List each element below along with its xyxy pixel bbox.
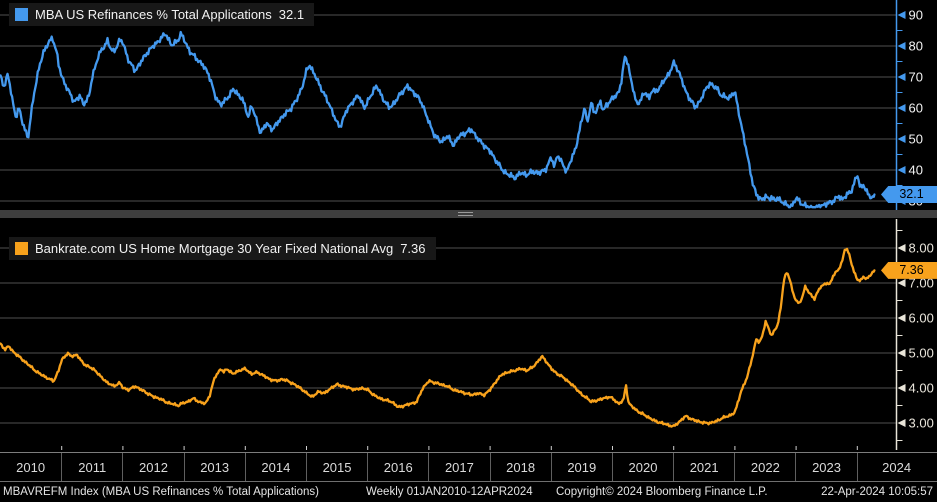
y-tick-label: 6.00	[909, 311, 934, 326]
panel-divider[interactable]	[0, 210, 937, 218]
panel-divider-handle-icon[interactable]	[458, 212, 473, 216]
last-value-badge-refi: 32.1	[881, 185, 937, 203]
series-line-bottom[interactable]	[0, 247, 876, 428]
year-label-2020: 2020	[611, 453, 673, 481]
year-label-2014: 2014	[244, 453, 306, 481]
year-label-2015: 2015	[305, 453, 367, 481]
year-label-2012: 2012	[122, 453, 183, 481]
panel-top: 90807060504030	[0, 0, 923, 210]
major-tick-arrow-icon	[897, 314, 906, 322]
year-label-2021: 2021	[673, 453, 734, 481]
y-tick-label: 5.00	[909, 346, 934, 361]
year-label-2022: 2022	[734, 453, 795, 481]
legend-refi-value: 32.1	[278, 7, 305, 22]
refi-series-swatch	[15, 8, 28, 21]
major-tick-arrow-icon	[897, 166, 906, 174]
legend-mortgage-label: Bankrate.com US Home Mortgage 30 Year Fi…	[35, 241, 394, 256]
major-tick-arrow-icon	[897, 42, 906, 50]
y-tick-label: 4.00	[909, 381, 934, 396]
status-timestamp: 22-Apr-2024 10:05:57	[821, 486, 933, 498]
major-tick-arrow-icon	[897, 384, 906, 392]
year-label-2023: 2023	[795, 453, 856, 481]
y-tick-label: 50	[909, 132, 923, 147]
major-tick-arrow-icon	[897, 104, 906, 112]
year-label-2024: 2024	[856, 453, 936, 481]
status-copyright: Copyright© 2024 Bloomberg Finance L.P.	[556, 486, 768, 498]
y-tick-label: 70	[909, 70, 923, 85]
y-tick-label: 60	[909, 101, 923, 116]
y-tick-label: 90	[909, 8, 923, 23]
year-label-2018: 2018	[489, 453, 551, 481]
year-label-2017: 2017	[428, 453, 489, 481]
major-tick-arrow-icon	[897, 73, 906, 81]
y-tick-label: 40	[909, 163, 923, 178]
year-label-2013: 2013	[183, 453, 245, 481]
year-label-2010: 2010	[16, 459, 46, 475]
y-tick-label: 80	[909, 39, 923, 54]
status-bar: MBAVREFM Index (MBA US Refinances % Tota…	[0, 481, 937, 502]
major-tick-arrow-icon	[897, 11, 906, 19]
major-tick-arrow-icon	[897, 419, 906, 427]
legend-refi-label: MBA US Refinances % Total Applications	[35, 7, 272, 22]
year-label-2019: 2019	[550, 453, 612, 481]
legend-mortgage-value: 7.36	[400, 241, 426, 256]
year-label-2011: 2011	[61, 453, 122, 481]
legend-mortgage[interactable]: Bankrate.com US Home Mortgage 30 Year Fi…	[9, 237, 436, 260]
major-tick-arrow-icon	[897, 135, 906, 143]
y-tick-label: 8.00	[909, 241, 934, 256]
status-period: Weekly 01JAN2010-12APR2024	[366, 486, 533, 498]
major-tick-arrow-icon	[897, 349, 906, 357]
legend-refi[interactable]: MBA US Refinances % Total Applications 3…	[9, 3, 315, 26]
panel-bottom: 8.00 7.00 6.00 5.00 4.00 3.00	[0, 219, 934, 450]
y-tick-label: 3.00	[909, 416, 934, 431]
x-axis-year-band: 2010 2011 2012 2013 2014 2015 2016 2017 2018 2019…	[0, 452, 937, 481]
status-instrument: MBAVREFM Index (MBA US Refinances % Tota…	[3, 486, 319, 498]
series-line-top[interactable]	[0, 30, 876, 209]
y-tick-label: 7.00	[909, 276, 934, 291]
mortgage-series-swatch	[15, 242, 28, 255]
major-tick-arrow-icon	[897, 244, 906, 252]
major-tick-arrow-icon	[897, 279, 906, 287]
year-label-2016: 2016	[367, 453, 428, 481]
last-value-badge-mortgage: 7.36	[881, 261, 937, 279]
